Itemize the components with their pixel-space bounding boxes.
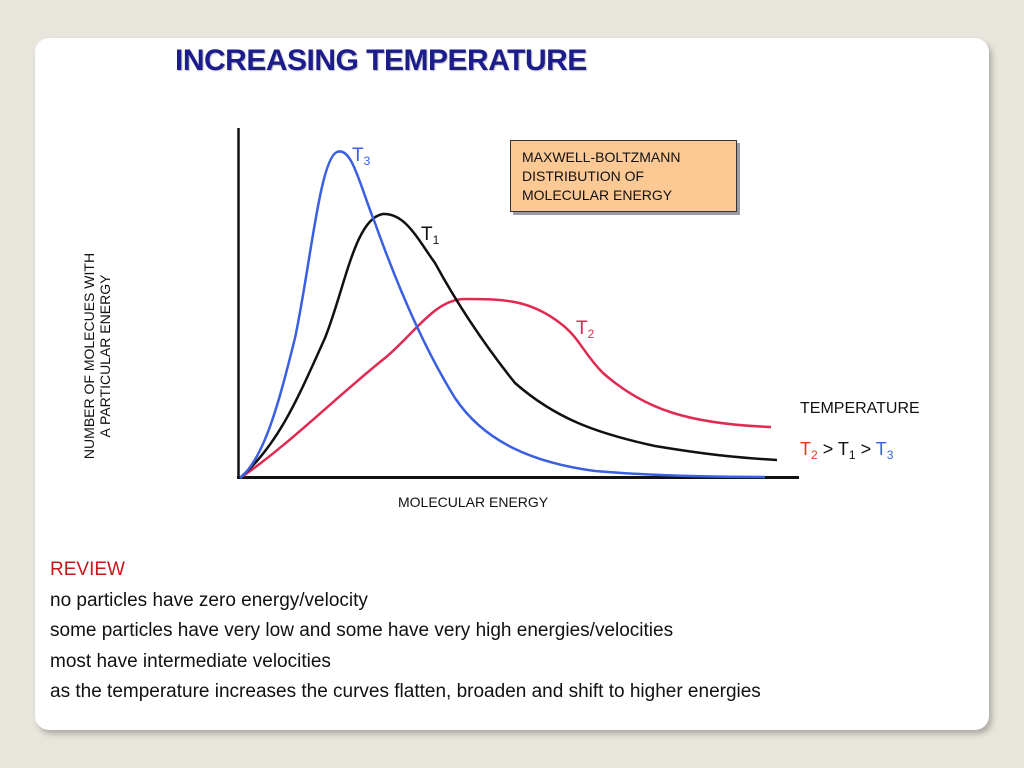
curve-t3	[239, 150, 766, 479]
order-symbol: >	[855, 439, 876, 459]
curve-label-t2: T2	[576, 318, 594, 341]
order-letter: T	[837, 439, 849, 459]
y-axis-label-line: NUMBER OF MOLECUES WITH	[81, 252, 97, 460]
curve-t2	[239, 297, 772, 480]
distribution-diagram	[237, 128, 799, 480]
x-axis-label: MOLECULAR ENERGY	[398, 494, 549, 510]
box-line: DISTRIBUTION OF	[522, 168, 645, 184]
order-t3: T3	[875, 439, 894, 462]
order-subscript: 3	[886, 448, 894, 462]
box-line: MOLECULAR ENERGY	[522, 187, 673, 203]
review-line: most have intermediate velocities	[50, 650, 331, 672]
order-symbol: >	[817, 439, 838, 459]
order-t2: T2	[800, 439, 818, 462]
curve-label-subscript: 1	[432, 233, 440, 247]
curve-label-subscript: 3	[363, 154, 371, 168]
review-line: as the temperature increases the curves …	[50, 681, 761, 702]
curve-label-t1: T1	[421, 224, 439, 247]
temperature-heading: TEMPERATURE	[800, 400, 920, 417]
curve-t1	[239, 212, 778, 479]
y-axis-label-line: A PARTICULAR ENERGY	[97, 274, 113, 438]
review-heading: REVIEW	[50, 559, 125, 580]
curve-label-subscript: 2	[587, 327, 595, 341]
order-letter: T	[875, 439, 887, 459]
order-subscript: 2	[811, 448, 818, 462]
curve-label-letter: T	[576, 318, 588, 339]
review-section: REVIEW no particles have zero energy/vel…	[50, 555, 761, 708]
review-line: no particles have zero energy/velocity	[50, 589, 368, 611]
distribution-label-box: MAXWELL-BOLTZMANN DISTRIBUTION OF MOLECU…	[510, 140, 737, 212]
temperature-order: T2 > T1 > T3	[800, 439, 893, 462]
y-axis-label: NUMBER OF MOLECUES WITH A PARTICULAR ENE…	[81, 206, 113, 506]
curve-label-letter: T	[421, 224, 433, 245]
review-line: some particles have very low and some ha…	[50, 620, 674, 641]
order-t1: T1	[837, 439, 856, 462]
order-letter: T	[800, 439, 811, 459]
slide-title: INCREASING TEMPERATURE	[175, 44, 587, 77]
slide: INCREASING TEMPERATURE NUMBER OF MOLECUE…	[35, 38, 989, 730]
curve-label-t3: T3	[352, 145, 370, 168]
order-subscript: 1	[848, 448, 856, 462]
box-line: MAXWELL-BOLTZMANN	[522, 149, 681, 165]
curve-label-letter: T	[352, 145, 364, 166]
